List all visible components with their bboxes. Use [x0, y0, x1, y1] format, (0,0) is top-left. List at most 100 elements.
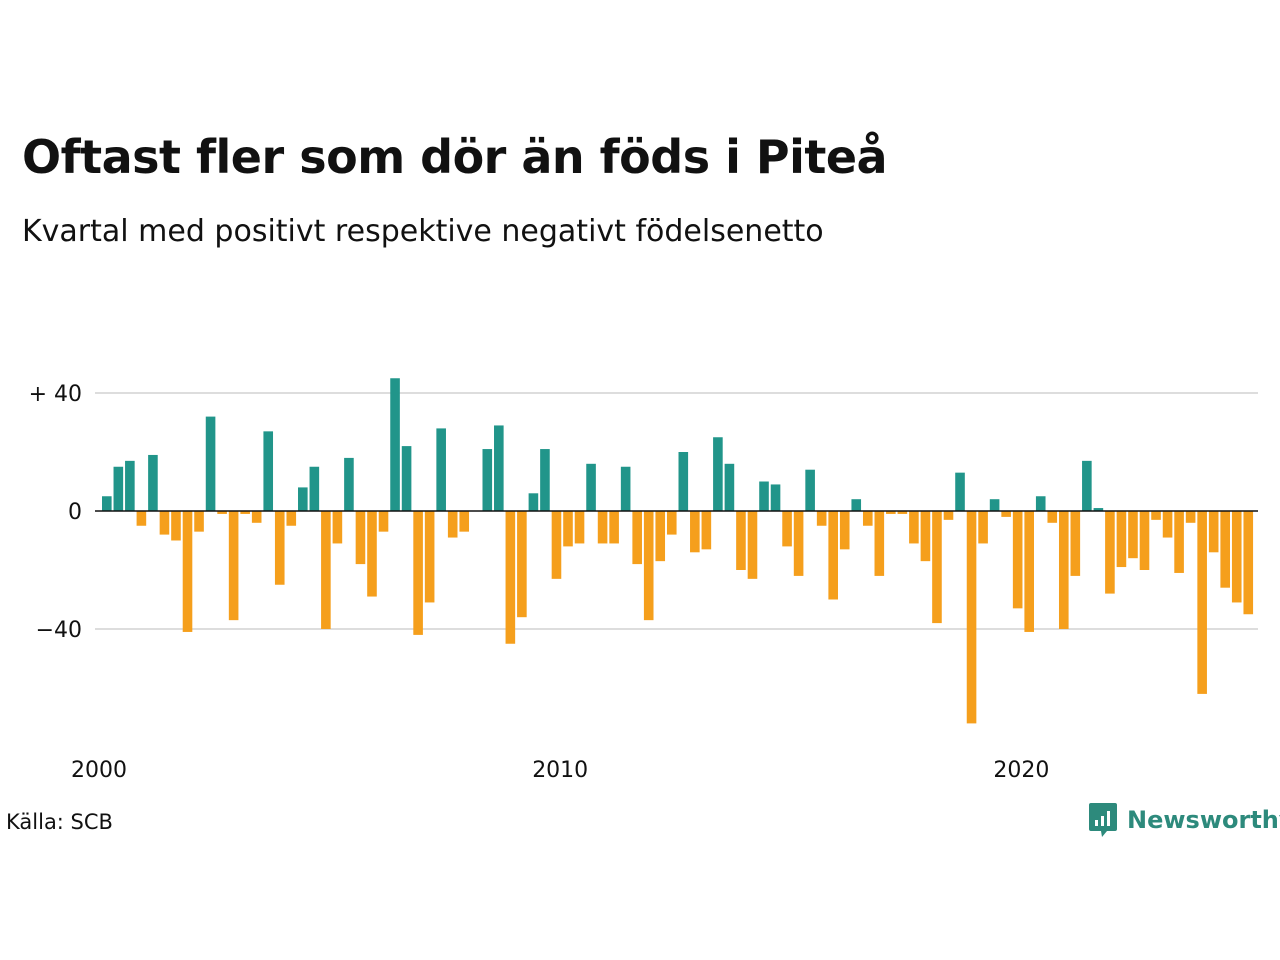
bar	[1231, 511, 1242, 603]
bar	[517, 511, 527, 618]
bar	[344, 457, 354, 511]
bar	[851, 499, 862, 511]
bar	[1093, 508, 1104, 511]
chart-subtitle: Kvartal med positivt respektive negativt…	[22, 214, 824, 249]
y-tick-label: + 40	[29, 382, 82, 407]
bar	[1185, 511, 1196, 523]
bar	[1001, 511, 1011, 517]
bar	[724, 463, 735, 511]
bar	[159, 511, 170, 535]
bar	[816, 511, 827, 526]
bar	[228, 511, 239, 621]
newsworthy-logo[interactable]: Newsworthy	[1088, 802, 1280, 838]
x-tick-label: 2020	[993, 758, 1049, 783]
bar	[424, 511, 435, 603]
bar	[586, 463, 596, 511]
bar	[1058, 511, 1069, 629]
bar	[943, 511, 954, 520]
bar	[1024, 511, 1034, 632]
source-note: Källa: SCB	[6, 810, 113, 834]
x-tick-label: 2000	[71, 758, 127, 783]
bar	[920, 511, 931, 562]
bar	[378, 511, 389, 532]
bar	[309, 466, 320, 511]
brand-name: Newsworthy	[1127, 806, 1280, 834]
bar-series	[102, 378, 1254, 724]
y-tick-label: 0	[68, 500, 82, 525]
bar	[1151, 511, 1161, 520]
bar	[770, 484, 781, 511]
bar	[713, 437, 723, 511]
bar	[401, 446, 412, 511]
bar	[828, 511, 838, 600]
bar	[447, 511, 458, 538]
bar	[632, 511, 642, 565]
bar	[643, 511, 654, 621]
bar	[136, 511, 147, 526]
bar	[1139, 511, 1150, 570]
bar	[563, 511, 573, 547]
bar	[459, 511, 470, 532]
bar	[540, 449, 550, 511]
bar	[655, 511, 666, 562]
bar	[932, 511, 942, 624]
bar	[966, 511, 977, 724]
bar	[182, 511, 193, 632]
bar	[171, 511, 181, 541]
bar	[886, 511, 896, 514]
bar	[1174, 511, 1184, 573]
bar	[609, 511, 619, 544]
bar	[839, 511, 850, 550]
bar	[263, 431, 274, 511]
bar	[701, 511, 712, 550]
bar	[978, 511, 988, 544]
bar	[955, 472, 965, 511]
bar	[1035, 496, 1046, 511]
bar	[747, 511, 758, 579]
bar	[666, 511, 677, 535]
bar	[1047, 511, 1058, 523]
bar	[355, 511, 366, 565]
bar	[125, 460, 135, 511]
bar	[759, 481, 769, 511]
bar	[862, 511, 873, 526]
bar	[678, 452, 689, 511]
bar	[736, 511, 746, 570]
bar	[1082, 460, 1092, 511]
bar	[620, 466, 631, 511]
bar	[989, 499, 1000, 511]
bar	[690, 511, 700, 553]
bar	[1243, 511, 1254, 615]
bar	[909, 511, 919, 544]
bar	[1220, 511, 1231, 588]
bar	[874, 511, 885, 576]
bar	[1208, 511, 1219, 553]
bar	[217, 511, 227, 514]
bar	[482, 449, 493, 511]
bar	[286, 511, 297, 526]
x-tick-label: 2010	[532, 758, 588, 783]
bar	[551, 511, 562, 579]
bar	[113, 466, 124, 511]
newsworthy-logo-icon	[1089, 803, 1117, 837]
bar	[782, 511, 792, 547]
bar	[793, 511, 804, 576]
y-tick-label: −40	[36, 618, 82, 643]
bar	[367, 511, 377, 597]
bar	[251, 511, 262, 523]
bar	[274, 511, 285, 585]
x-axis-labels: 2000 2010 2020	[71, 758, 1049, 783]
bar	[805, 469, 815, 511]
bar	[332, 511, 343, 544]
bar	[897, 511, 908, 514]
bar	[1162, 511, 1173, 538]
bar	[528, 493, 539, 511]
bar	[194, 511, 204, 532]
bar	[102, 496, 112, 511]
bar	[574, 511, 585, 544]
bar	[597, 511, 608, 544]
bar	[505, 511, 516, 644]
bar	[148, 454, 158, 511]
bar	[494, 425, 504, 511]
